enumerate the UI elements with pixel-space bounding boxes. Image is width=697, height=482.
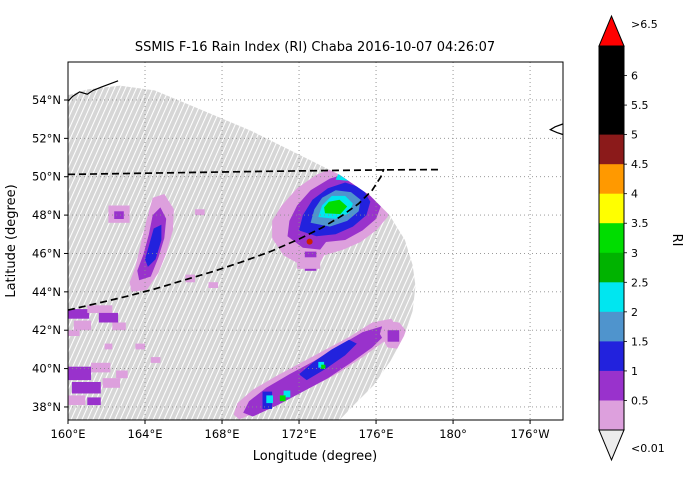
rain-cell [71,382,101,394]
y-tick-label: 46°N [32,246,61,260]
x-tick-label: 164°E [128,427,163,441]
x-axis-label: Longitude (degree) [253,449,378,464]
colorbar-under-label: <0.01 [631,442,665,455]
rain-cell [116,370,128,379]
rain-cell [283,390,291,398]
gridlines [68,62,563,420]
colorbar-tick-label: 1 [631,365,638,378]
rain-cell [114,211,124,219]
rain-cell [68,309,90,319]
plot-frame [67,61,564,421]
colorbar-segment-4.5-5 [599,134,624,165]
colorbar-tick-label: 6 [631,70,638,83]
colorbar-segment-5.5-6 [599,75,624,106]
colorbar-tick-label: 0.5 [631,394,649,407]
y-tick-label: 42°N [32,323,61,337]
rain-cell [73,320,92,331]
y-tick-label: 44°N [32,285,61,299]
y-tick-label: 54°N [32,93,61,107]
y-tick-label: 52°N [32,131,61,145]
rain-cell [98,312,119,323]
rain-patch-ri-2.5-3.5 [344,172,371,180]
storm-center-marker [306,238,313,245]
rain-cell [112,322,126,331]
y-tick-label: 38°N [32,400,61,414]
y-tick-label: 40°N [32,362,61,376]
rain-cell [318,361,325,368]
rain-cell [104,343,113,350]
colorbar-segment-2.5-3 [599,252,624,283]
dashed-track-storm [67,168,385,311]
colorbar-segment-5-5.5 [599,105,624,136]
rain-patch-ri-1-1.5 [299,339,357,381]
y-axis-label: Latitude (degree) [4,184,19,297]
plot-border [67,61,564,421]
rain-cell [297,257,321,269]
colorbar-segment-0.5-1 [599,370,624,401]
colorbar-segment-4-4.5 [599,164,624,195]
colorbar-tick-label: 1.5 [631,335,649,348]
colorbar-tick-label: 5.5 [631,99,649,112]
colorbar-tick-label: 4.5 [631,158,649,171]
rain-cell [102,378,120,388]
colorbar-segment-0.01-0.5 [599,400,624,431]
rain-cell [387,330,400,342]
rain-patch-ri-2.5-3.5 [324,199,348,215]
x-tick-label: 176°E [359,427,394,441]
storm-track-dashed-lines [67,168,441,311]
rain-cell [279,395,286,402]
colorbar-label: RI [669,234,684,247]
dashed-track-north [67,168,441,176]
rain-cell [68,330,80,336]
storm-center-dot [306,238,313,245]
colorbar-segment-1-1.5 [599,341,624,372]
rain-cell [68,395,86,405]
y-tick-label: 50°N [32,170,61,184]
rain-cell [195,209,205,216]
x-tick-label: 168°E [205,427,240,441]
rain-cell [87,305,113,313]
y-axis-ticks: 38°N 40°N 42°N 44°N 46°N 48°N 50°N 52°N 54°N [32,93,68,414]
rain-patch-ri-1-1.5 [145,224,162,267]
rain-cell [87,397,101,406]
coastline-1 [67,80,119,102]
colorbar-segment-1.5-2 [599,311,624,342]
x-tick-label: 160°E [51,427,86,441]
rain-cell [91,362,111,373]
rain-cell [68,366,92,381]
colorbar-segment-3-3.5 [599,223,624,254]
y-tick-label: 48°N [32,208,61,222]
swath-polygon [68,85,416,420]
colorbar-segment-6-6.5 [599,46,624,76]
colorbar-segment-3.5-4 [599,193,624,224]
colorbar-tick-label: 2 [631,306,638,319]
coastlines [67,80,564,136]
colorbar-tick-label: 3 [631,247,638,260]
x-axis-ticks: 160°E 164°E 168°E 172°E 176°E 180° 176°W [51,420,550,441]
colorbar-segment-2-2.5 [599,282,624,313]
colorbar-over-arrow [598,14,625,47]
colorbar: >6.5 6 5.5 5 4.5 4 3.5 3 2.5 2 1.5 1 0.5 <0.01 [598,14,665,462]
colorbar-tick-label: 3.5 [631,217,649,230]
x-tick-label: 180° [439,427,467,441]
rain-cell [321,364,326,369]
colorbar-under-arrow [598,429,625,462]
colorbar-over-label: >6.5 [631,18,658,31]
satellite-swath [68,85,416,420]
rain-cell [266,395,273,404]
coastline-2 [548,123,564,136]
x-tick-label: 172°E [282,427,317,441]
rain-intensity-patches [68,167,409,420]
plot-title: SSMIS F-16 Rain Index (RI) Chaba 2016-10… [135,40,495,55]
rain-cell [208,282,219,288]
colorbar-tick-label: 4 [631,188,638,201]
colorbar-tick-label: 5 [631,129,638,142]
x-tick-label: 176°W [511,427,550,441]
rain-cell [135,343,145,350]
rain-cell [150,357,161,363]
colorbar-tick-label: 2.5 [631,276,649,289]
